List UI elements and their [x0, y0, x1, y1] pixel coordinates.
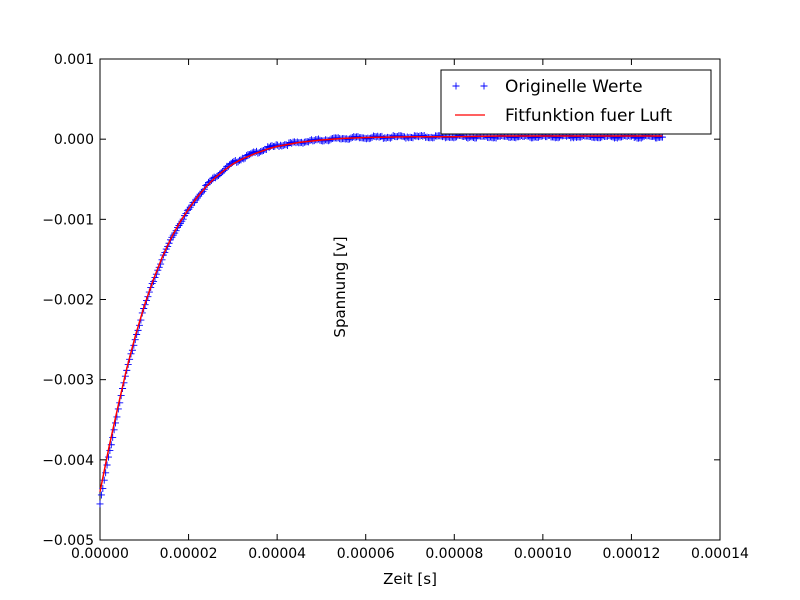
data-point [206, 178, 214, 186]
data-point [314, 135, 322, 143]
legend-label-fitfunktion: Fitfunktion fuer Luft [505, 106, 673, 126]
data-point [450, 134, 458, 142]
data-point [97, 491, 105, 499]
y-tick-label: −0.001 [42, 212, 94, 228]
y-tick-label: −0.005 [42, 533, 94, 549]
data-point [577, 133, 585, 141]
data-point [104, 453, 112, 461]
data-point [639, 133, 647, 141]
data-marks [96, 131, 666, 508]
x-axis-label: Zeit [s] [383, 570, 437, 588]
series-line-fitfunktion-fuer-luft [99, 135, 663, 493]
legend: Originelle Werte Fitfunktion fuer Luft [440, 69, 712, 135]
legend-marker-originelle-werte [452, 82, 488, 90]
data-point [430, 134, 438, 142]
data-point [109, 433, 117, 441]
legend-label-originelle-werte: Originelle Werte [505, 77, 643, 97]
plot-area: 0.00000 0.00002 0.00004 0.00006 0.00008 0.000… [42, 52, 749, 562]
x-tick-label: 0.00004 [248, 546, 306, 562]
data-point [398, 132, 406, 140]
data-point [106, 447, 114, 455]
data-point [299, 139, 307, 147]
x-tick-label: 0.00010 [514, 546, 572, 562]
x-tick-label: 0.00006 [337, 546, 395, 562]
x-tick-label: 0.00014 [691, 546, 749, 562]
x-tick-label: 0.00002 [160, 546, 218, 562]
y-tick-label: 0.000 [54, 132, 94, 148]
x-tick-label: 0.00008 [425, 546, 483, 562]
data-point [486, 133, 494, 141]
data-point [96, 500, 104, 508]
y-axis-label: Spannung [v] [331, 236, 349, 337]
y-tick-label: −0.003 [42, 373, 94, 389]
data-point [532, 133, 540, 141]
axis-ticks: 0.00000 0.00002 0.00004 0.00006 0.00008 0.000… [42, 52, 749, 562]
legend-plus-marker [480, 82, 488, 90]
legend-box [440, 69, 712, 135]
y-tick-label: −0.002 [42, 293, 94, 309]
data-point [420, 132, 428, 140]
data-point [658, 133, 666, 141]
x-tick-label: 0.00012 [602, 546, 660, 562]
data-point [618, 133, 626, 141]
data-point [534, 133, 542, 141]
data-point [354, 133, 362, 141]
y-tick-label: −0.004 [42, 453, 94, 469]
data-point [324, 137, 332, 145]
data-point [345, 135, 353, 143]
y-tick-label: 0.001 [54, 52, 94, 68]
data-point [334, 134, 342, 142]
data-point [556, 133, 564, 141]
data-point [598, 133, 606, 141]
data-point [632, 133, 640, 141]
data-point [365, 135, 373, 143]
x-tick-label: 0.00000 [71, 546, 129, 562]
legend-plus-marker [452, 82, 460, 90]
